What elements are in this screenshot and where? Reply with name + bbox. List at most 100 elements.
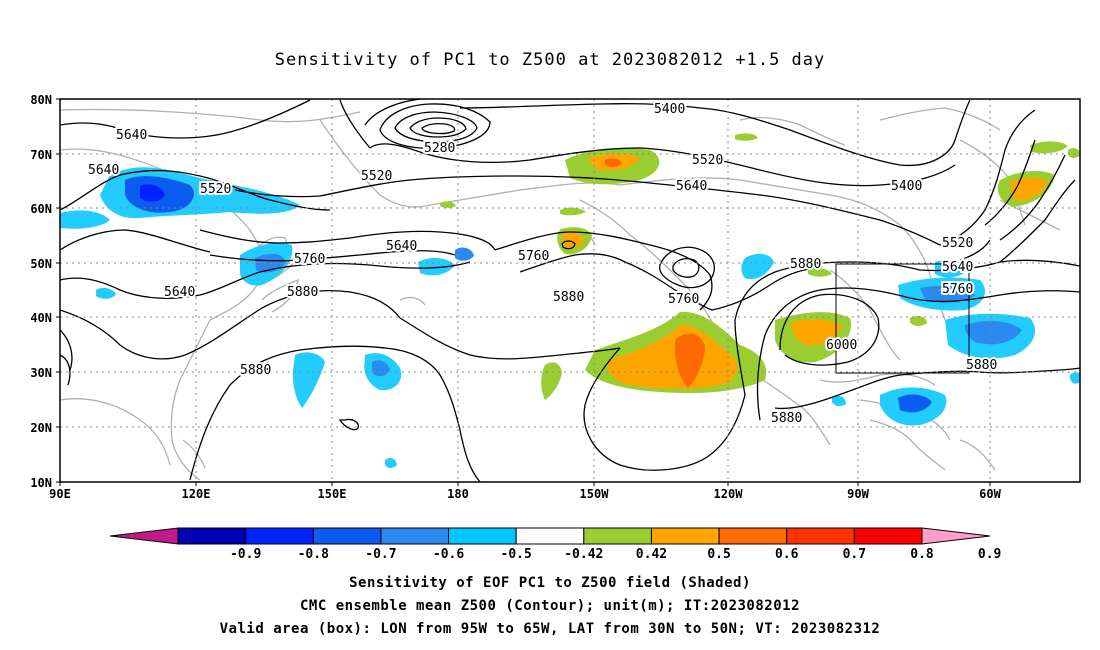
- colorbar-swatch: [245, 527, 314, 545]
- contour-label: 5880: [240, 363, 271, 378]
- contour-label: 5640: [116, 128, 147, 143]
- contour-label: 5880: [553, 290, 584, 305]
- colorbar-swatch: [448, 527, 517, 545]
- colorbar-swatch: [177, 527, 247, 545]
- lat-tick-label: 40N: [30, 311, 52, 325]
- lon-tick-label: 60W: [979, 487, 1001, 501]
- pos-patch: [607, 325, 738, 389]
- contour-label: 5520: [361, 169, 392, 184]
- lon-tick-label: 120W: [714, 487, 744, 501]
- colorbar-swatch: [786, 527, 855, 545]
- colorbar: -0.9 -0.8 -0.7 -0.6 -0.5 -0.42 0.42 0.5 0.6 0.7 0.…: [109, 527, 1001, 562]
- caption-line-2: CMC ensemble mean Z500 (Contour); unit(m…: [299, 598, 800, 614]
- pos-patch: [808, 268, 832, 277]
- pos-patch: [560, 207, 586, 216]
- pos-patch: [675, 333, 705, 388]
- lat-tick-labels: 80N 70N 60N 50N 40N 30N 20N 10N: [30, 93, 52, 490]
- colorbar-label: -0.9: [230, 547, 261, 562]
- lon-tick-label: 90W: [847, 487, 869, 501]
- contour-labels: 5640 5640 5520 5280 5400 5520 5520 5640 …: [86, 100, 999, 428]
- neg-patch: [920, 286, 975, 303]
- sensitivity-shading: [60, 133, 1080, 468]
- contour-label: 5640: [164, 285, 195, 300]
- colorbar-swatch: [718, 527, 788, 545]
- lat-tick-label: 80N: [30, 93, 52, 107]
- neg-patch: [1070, 372, 1080, 384]
- contour-label: 5520: [692, 153, 723, 168]
- contour-label: 5760: [518, 249, 549, 264]
- neg-patch: [964, 320, 1022, 345]
- neg-patch: [96, 287, 116, 299]
- neg-patch: [292, 352, 325, 408]
- pos-patch: [562, 232, 584, 248]
- valid-area-box: [835, 263, 970, 374]
- neg-patch: [898, 394, 932, 413]
- tick-marks: [56, 98, 991, 486]
- z500-contours: [60, 99, 1080, 482]
- colorbar-label: -0.42: [564, 547, 603, 562]
- lat-tick-label: 10N: [30, 476, 52, 490]
- contour-label: 5520: [942, 236, 973, 251]
- pos-patch: [440, 201, 456, 208]
- contour-label: 5640: [942, 260, 973, 275]
- pos-patch: [735, 133, 758, 141]
- colorbar-right-arrow: [921, 527, 991, 545]
- colorbar-swatch: [380, 527, 450, 545]
- map-title: Sensitivity of PC1 to Z500 at 2023082012…: [274, 50, 826, 70]
- neg-patch: [385, 457, 397, 468]
- contour-label: 5760: [294, 252, 325, 267]
- lon-tick-labels: 90E 120E 150E 180 150W 120W 90W 60W: [49, 487, 1001, 501]
- colorbar-label: 0.7: [843, 547, 866, 562]
- colorbar-label: 0.42: [636, 547, 667, 562]
- contour-label: 5400: [654, 102, 685, 117]
- pos-patch: [605, 158, 622, 167]
- colorbar-label: -0.8: [298, 547, 329, 562]
- lat-tick-label: 70N: [30, 148, 52, 162]
- neg-patch: [741, 253, 774, 280]
- pos-patch: [541, 362, 562, 400]
- contour-label: 5880: [966, 358, 997, 373]
- lat-tick-label: 20N: [30, 421, 52, 435]
- lon-tick-label: 150E: [318, 487, 347, 501]
- contour-label: 5640: [386, 239, 417, 254]
- lat-tick-label: 30N: [30, 366, 52, 380]
- lon-tick-label: 180: [447, 487, 469, 501]
- contour-label: 5400: [891, 179, 922, 194]
- contour-label: 5880: [790, 257, 821, 272]
- pos-patch: [791, 319, 842, 346]
- colorbar-label: -0.5: [501, 547, 532, 562]
- pos-patch: [910, 315, 927, 326]
- colorbar-label: 0.8: [910, 547, 934, 562]
- contour-label: 5520: [200, 182, 231, 197]
- colorbar-label: -0.6: [433, 547, 464, 562]
- lon-tick-label: 150W: [580, 487, 610, 501]
- colorbar-swatch: [583, 527, 652, 545]
- lon-tick-label: 120E: [182, 487, 211, 501]
- caption-line-3: Valid area (box): LON from 95W to 65W, L…: [219, 621, 881, 637]
- colorbar-label: 0.9: [978, 547, 1001, 562]
- colorbar-swatch: [650, 527, 720, 545]
- neg-patch: [140, 184, 165, 202]
- grid: [60, 99, 1080, 482]
- contour-label: 5880: [771, 411, 802, 426]
- contour-label: 5280: [424, 141, 455, 156]
- neg-patch: [418, 258, 455, 276]
- contour-label: 5760: [942, 282, 973, 297]
- colorbar-swatch: [312, 527, 382, 545]
- contour-label: 5640: [676, 179, 707, 194]
- contour-label: 6000: [826, 338, 857, 353]
- caption-line-1: Sensitivity of EOF PC1 to Z500 field (Sh…: [349, 575, 751, 591]
- contour-label: 5880: [287, 285, 318, 300]
- colorbar-swatch: [853, 527, 923, 545]
- neg-patch: [935, 260, 968, 278]
- neg-patch: [60, 210, 110, 229]
- lat-tick-label: 50N: [30, 257, 52, 271]
- colorbar-label: -0.7: [365, 547, 396, 562]
- contour-label: 5760: [668, 292, 699, 307]
- lon-tick-label: 90E: [49, 487, 71, 501]
- neg-patch: [455, 247, 474, 261]
- colorbar-swatch: [515, 527, 585, 545]
- colorbar-label: 0.5: [707, 547, 730, 562]
- pos-patch: [1030, 141, 1068, 154]
